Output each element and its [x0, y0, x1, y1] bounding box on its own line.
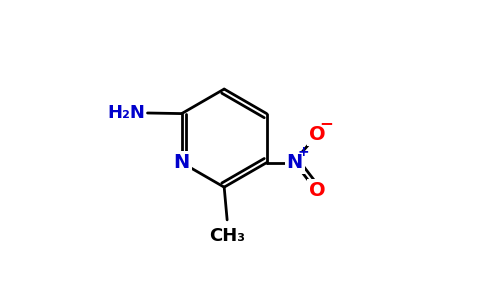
Text: CH₃: CH₃	[209, 227, 245, 245]
Text: −: −	[320, 114, 333, 132]
Text: +: +	[297, 145, 309, 159]
Text: H₂N: H₂N	[107, 104, 145, 122]
Text: O: O	[309, 125, 325, 144]
Text: N: N	[287, 153, 303, 172]
Text: N: N	[174, 153, 190, 172]
Text: O: O	[309, 182, 325, 200]
